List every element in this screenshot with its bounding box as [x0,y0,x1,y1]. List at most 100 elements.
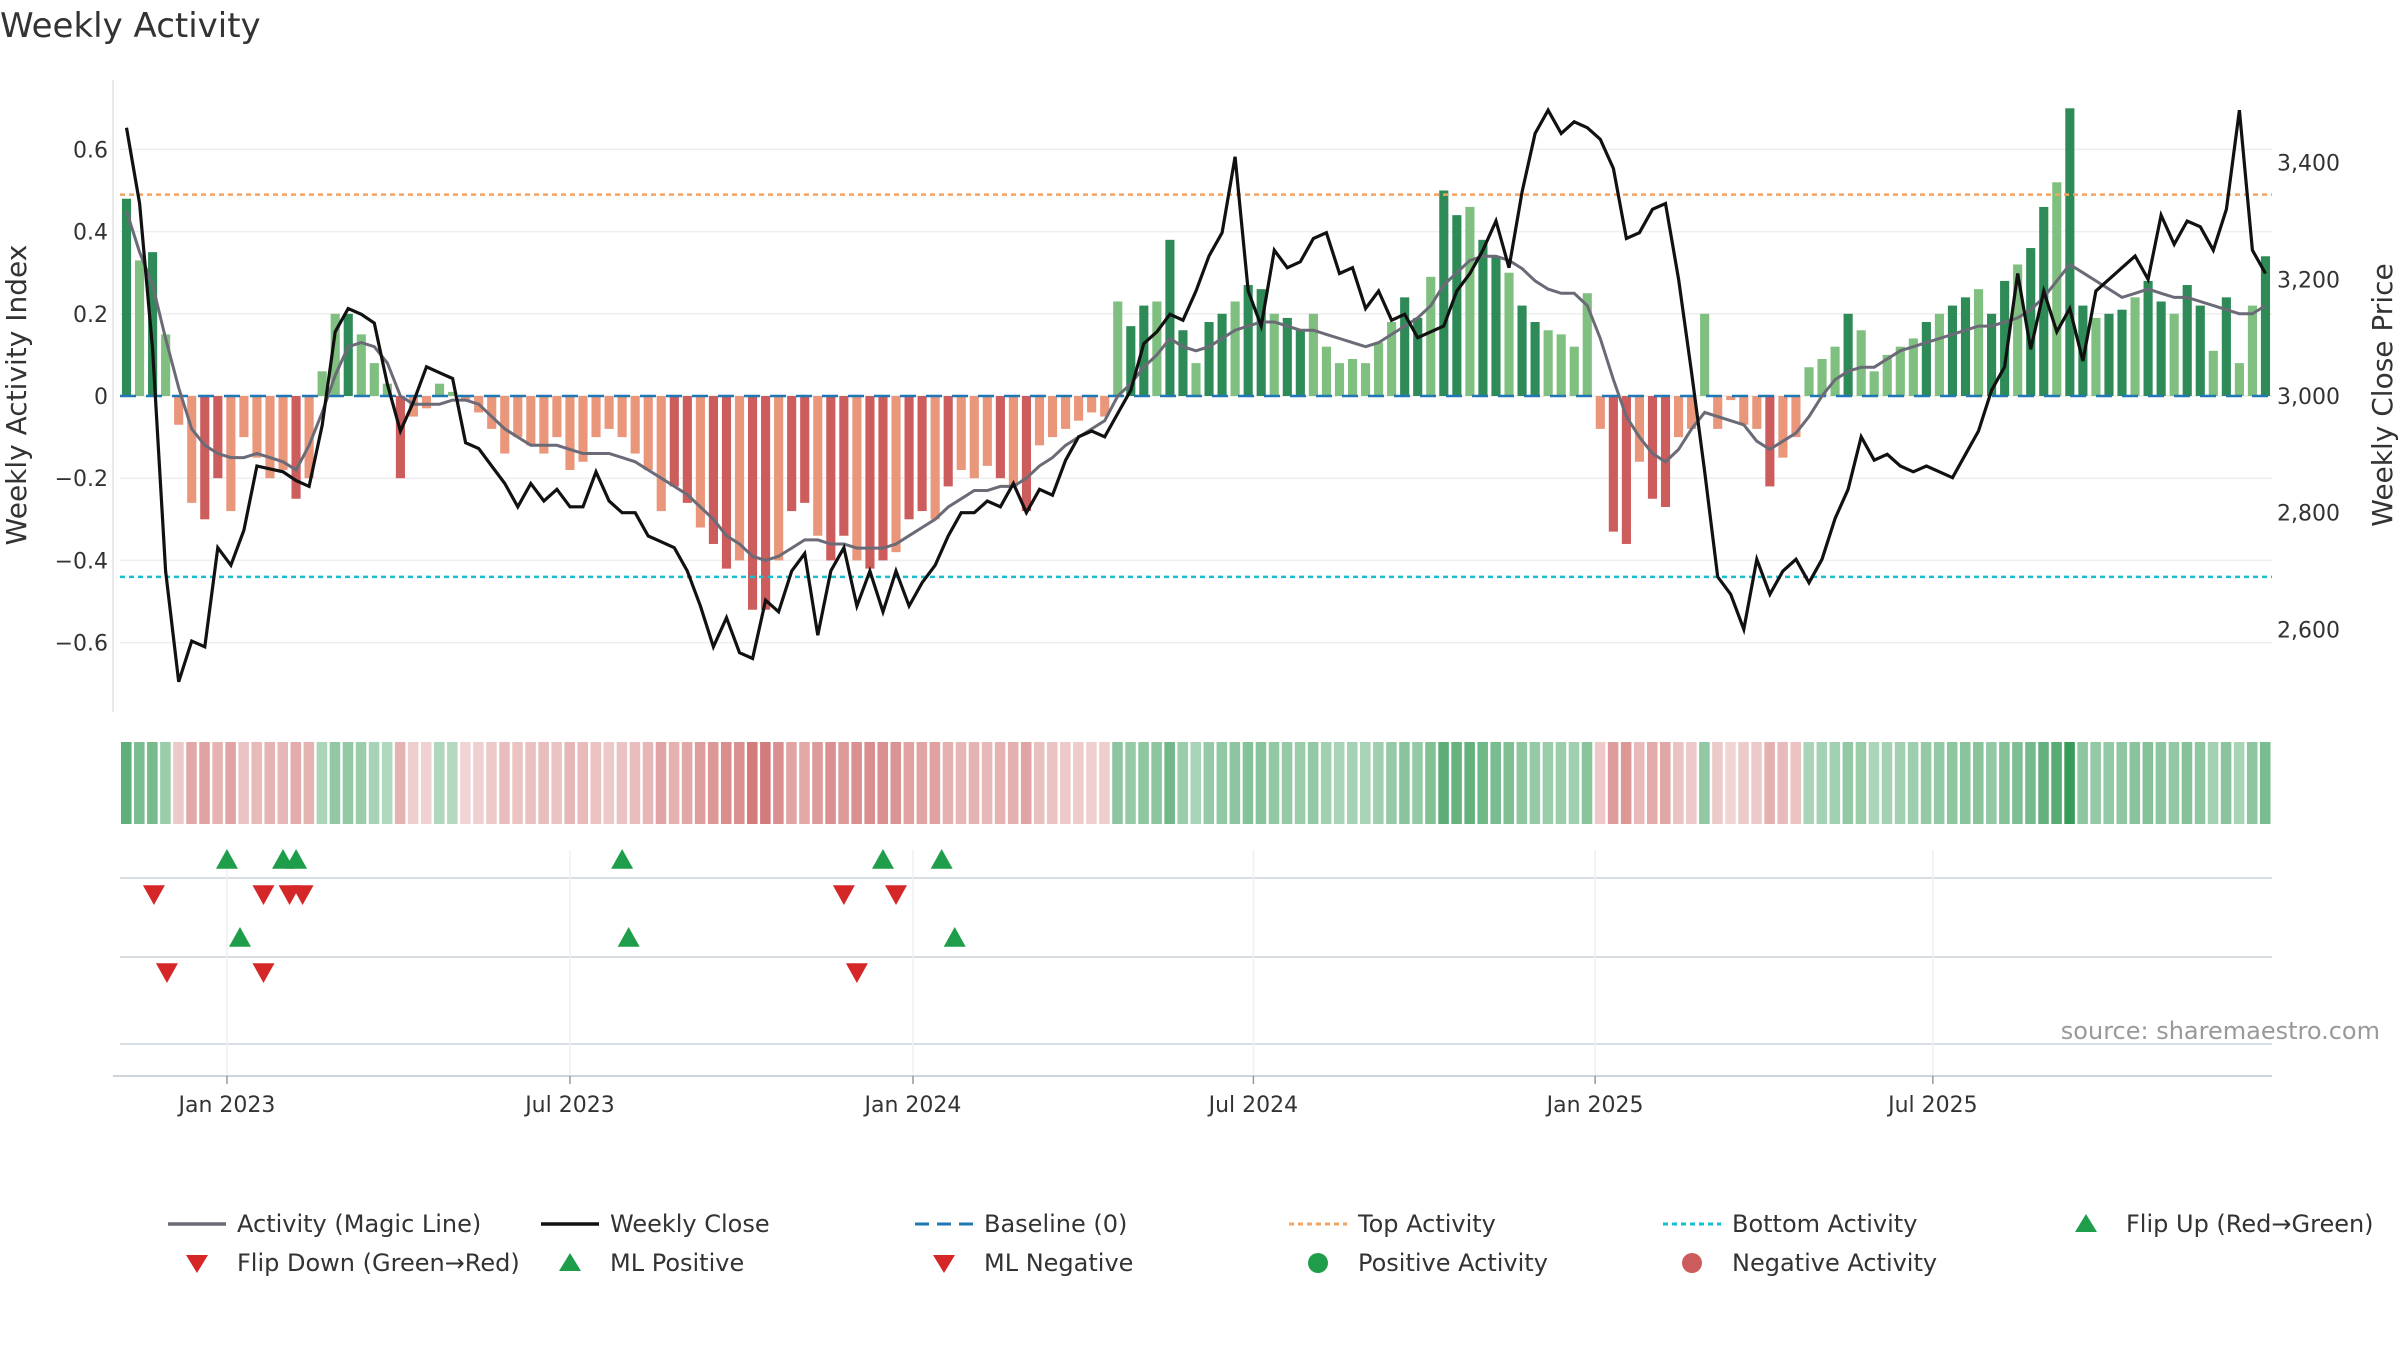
heat-cell [134,742,145,824]
heat-cell [1190,742,1202,824]
signal-rows [120,849,2272,1077]
legend-label: Bottom Activity [1732,1210,1917,1238]
activity-bar [1360,363,1371,396]
activity-bar [1217,313,1227,396]
flip-down-marker [885,885,908,905]
activity-bar [617,396,627,438]
heat-cell [1360,742,1371,824]
activity-bar [421,396,432,409]
activity-bar [1282,317,1292,396]
heat-cell [1568,742,1580,824]
activity-bar [1374,342,1384,396]
activity-bar [1452,215,1462,396]
activity-bar [1843,313,1853,396]
heat-cell [1229,742,1241,824]
activity-bar [1113,301,1123,396]
activity-bar [1947,305,1958,396]
flip-up-marker [215,849,238,869]
activity-bar [513,396,523,438]
activity-bar [1256,289,1266,396]
heat-cell [1007,742,1019,824]
heat-cell [1999,742,2010,824]
heat-cell [2090,742,2101,824]
series-lines [124,106,2267,683]
heat-cell [121,742,132,824]
y-right-tick-label: 3,400 [2277,152,2340,177]
activity-bar [1504,272,1514,396]
activity-bar [1830,346,1840,396]
activity-bar [604,396,614,429]
heat-cell [473,742,484,824]
heat-cell [1099,742,1110,824]
activity-bar [1595,396,1605,429]
heat-cell [420,742,432,824]
heat-cell [994,742,1006,824]
heat-cell [2207,742,2219,824]
heat-cell [1451,742,1462,824]
activity-bar [1869,371,1879,396]
heat-cell [2129,742,2141,824]
activity-bar [1778,396,1788,458]
heat-cell [512,742,523,824]
activity-bar [434,383,445,396]
activity-bar [1465,206,1475,396]
ml-positive-marker [228,927,251,947]
heat-cell [955,742,967,824]
ml-positive-marker [943,927,966,947]
heat-cell [212,742,223,824]
activity-bar [356,334,366,396]
heat-cell [655,742,667,824]
legend-label: ML Negative [984,1249,1133,1277]
x-tick-label: Jan 2023 [176,1093,275,1118]
activity-bar [408,396,419,417]
heat-cell [1555,742,1567,824]
heat-cell [812,742,823,824]
activity-bar [343,313,353,396]
heat-cell [277,742,289,824]
heat-cell [707,742,719,824]
heat-cell [1855,742,1867,824]
activity-bar [226,396,236,512]
activity-bar [1804,367,1814,396]
heat-cell [1646,742,1658,824]
x-tick-label: Jul 2023 [523,1093,615,1118]
activity-bar [1152,301,1162,396]
heat-cell [1633,742,1645,824]
heat-cell [1816,742,1828,824]
heat-cell [329,742,341,824]
activity-bar [1973,289,1984,396]
activity-bar [2117,309,2127,396]
activity-bar [1191,363,1201,396]
activity-bar [2260,256,2271,396]
activity-bar [1569,346,1579,396]
heat-cell [1477,742,1488,824]
y-left-tick-label: 0.2 [73,303,108,328]
heat-cell [186,742,197,824]
activity-bar [1608,396,1618,532]
heat-cell [1751,742,1762,824]
x-tick-label: Jul 2025 [1886,1093,1978,1118]
activity-bar [591,396,601,438]
activity-bar [2000,280,2010,396]
heat-cell [1346,742,1358,824]
activity-bar [1726,396,1736,401]
activity-bar [2156,301,2166,396]
heat-cell [1959,742,1971,824]
activity-bar [252,396,262,458]
activity-bar [1478,239,1488,396]
heat-cell [2077,742,2088,824]
activity-bar [1400,297,1410,396]
heat-cell [1829,742,1841,824]
flip-down-marker [252,885,275,905]
heat-cell [1620,742,1632,824]
heat-cell [694,742,706,824]
heat-cell [1268,742,1280,824]
activity-bar [656,396,666,512]
heat-cell [2064,742,2075,824]
heat-cell [499,742,510,824]
activity-bar [2013,264,2023,396]
heat-cell [1881,742,1893,824]
y-right-tick-label: 2,600 [2277,618,2340,643]
legend-label: Flip Up (Red→Green) [2126,1210,2374,1238]
activity-bar [1439,190,1449,396]
